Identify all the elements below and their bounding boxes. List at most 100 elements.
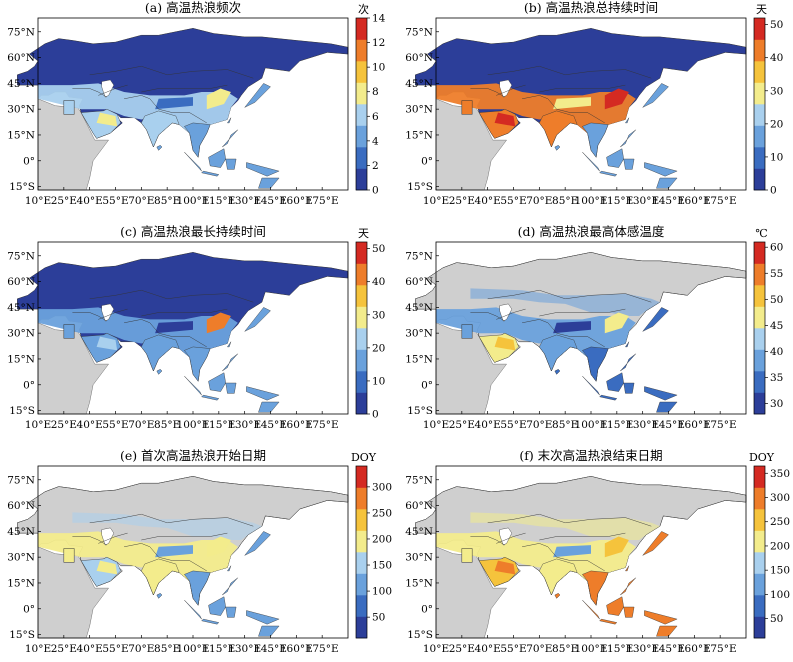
island-1 bbox=[201, 394, 220, 401]
island-3 bbox=[623, 606, 635, 618]
country-border-1 bbox=[141, 84, 228, 93]
east-china-core bbox=[604, 88, 629, 110]
island-3 bbox=[623, 382, 635, 394]
island-9 bbox=[554, 369, 561, 375]
lon-tick-label: 160°E bbox=[280, 643, 313, 655]
colorbar-frame bbox=[753, 241, 766, 415]
colorbar-segment bbox=[356, 552, 367, 574]
colorbar-segment bbox=[356, 147, 367, 169]
plateau-region bbox=[553, 97, 591, 110]
island-0 bbox=[184, 600, 202, 620]
plateau-region bbox=[553, 321, 591, 334]
colorbar-unit: DOY bbox=[749, 451, 775, 464]
colorbar-segment bbox=[356, 595, 367, 617]
southern-band bbox=[38, 307, 238, 358]
desert-interior bbox=[494, 336, 516, 351]
colorbar-segment bbox=[754, 82, 765, 105]
lon-tick-label: 100°E bbox=[575, 195, 608, 207]
east-china-core bbox=[604, 536, 629, 558]
colorbar-segment bbox=[754, 371, 765, 393]
lon-tick-label: 115°E bbox=[600, 643, 633, 655]
lon-tick-label: 25°E bbox=[449, 195, 475, 207]
lon-tick-label: 55°E bbox=[500, 419, 526, 431]
colorbar-tick-label: 10 bbox=[770, 151, 783, 163]
island-0 bbox=[184, 376, 202, 396]
panel-b: (b) 高温热浪总持续时间 75°N 60°N 45°N 30°N 15°N 0° 15°S 1… bbox=[405, 0, 783, 207]
lon-tick-label: 175°E bbox=[306, 195, 339, 207]
colorbar-segment bbox=[356, 306, 367, 329]
lon-tick-label: 100°E bbox=[177, 195, 210, 207]
india-region bbox=[539, 110, 578, 148]
colorbar-tick-label: 350 bbox=[770, 468, 790, 480]
island-5 bbox=[620, 353, 636, 372]
panel-title: (d) 高温热浪最高体感温度 bbox=[518, 224, 665, 239]
lon-tick-label: 10°E bbox=[25, 419, 51, 431]
island-6 bbox=[244, 83, 271, 108]
colorbar-tick-label: 12 bbox=[372, 37, 385, 49]
lon-tick-label: 160°E bbox=[280, 419, 313, 431]
colorbar-segment bbox=[754, 349, 765, 372]
colorbar-unit: DOY bbox=[351, 451, 377, 464]
lat-tick-label: 45°N bbox=[405, 78, 433, 90]
lat-tick-label: 15°S bbox=[9, 405, 35, 417]
island-4 bbox=[246, 162, 280, 177]
southeast-asia-region bbox=[582, 122, 609, 158]
lon-tick-label: 130°E bbox=[228, 195, 261, 207]
panel-title: (f) 末次高温热浪结束日期 bbox=[519, 448, 662, 463]
lat-tick-label: 60°N bbox=[7, 52, 35, 64]
colorbar-segment bbox=[754, 509, 765, 531]
country-border-3 bbox=[496, 532, 526, 544]
lon-tick-label: 115°E bbox=[202, 419, 235, 431]
country-border-4 bbox=[470, 88, 506, 98]
lat-tick-label: 15°N bbox=[405, 353, 433, 365]
colorbar-segment bbox=[754, 306, 765, 329]
east-china-core bbox=[206, 312, 231, 334]
lon-tick-label: 175°E bbox=[704, 195, 737, 207]
colorbar-segment bbox=[754, 61, 765, 83]
lat-tick-label: 15°S bbox=[407, 181, 433, 193]
colorbar-segment bbox=[754, 392, 765, 415]
island-7 bbox=[227, 565, 232, 572]
island-0 bbox=[184, 152, 202, 172]
colorbar-tick-label: 30 bbox=[770, 85, 783, 97]
island-6 bbox=[244, 531, 271, 556]
lon-tick-label: 100°E bbox=[177, 419, 210, 431]
country-border-1 bbox=[539, 532, 626, 541]
lon-tick-label: 55°E bbox=[500, 195, 526, 207]
colorbar-tick-label: 100 bbox=[770, 589, 790, 601]
colorbar-tick-label: 35 bbox=[770, 372, 783, 384]
region-box bbox=[461, 324, 473, 339]
lat-tick-label: 75°N bbox=[405, 26, 433, 38]
lat-tick-label: 15°S bbox=[9, 181, 35, 193]
island-4 bbox=[246, 610, 280, 625]
lon-tick-label: 85°E bbox=[552, 419, 578, 431]
country-border-0 bbox=[487, 65, 652, 79]
region-box bbox=[461, 548, 473, 563]
island-1 bbox=[599, 618, 618, 625]
panel-d: (d) 高温热浪最高体感温度 75°N 60°N 45°N 30°N 15°N 0° 15°S… bbox=[405, 224, 783, 431]
colorbar-tick-label: 50 bbox=[770, 19, 783, 31]
lon-tick-label: 145°E bbox=[254, 643, 287, 655]
colorbar-tick-label: 250 bbox=[770, 516, 790, 528]
island-4 bbox=[644, 386, 678, 401]
lat-tick-label: 15°N bbox=[405, 577, 433, 589]
colorbar-segment bbox=[754, 573, 765, 596]
country-border-3 bbox=[98, 532, 128, 544]
lon-tick-label: 130°E bbox=[626, 643, 659, 655]
sparse-north-data bbox=[470, 288, 660, 316]
colorbar-segment bbox=[356, 487, 367, 510]
lon-tick-label: 85°E bbox=[154, 643, 180, 655]
island-5 bbox=[222, 577, 238, 596]
island-6 bbox=[642, 83, 669, 108]
island-5 bbox=[222, 353, 238, 372]
colorbar-segment bbox=[356, 82, 367, 105]
plateau-region bbox=[155, 545, 193, 558]
colorbar-tick-label: 250 bbox=[372, 507, 392, 519]
lat-tick-label: 60°N bbox=[405, 52, 433, 64]
colorbar-tick-label: 150 bbox=[372, 560, 392, 572]
region-box bbox=[63, 548, 75, 563]
lon-tick-label: 100°E bbox=[575, 419, 608, 431]
colorbar-segment bbox=[754, 530, 765, 553]
panel-title: (b) 高温热浪总持续时间 bbox=[524, 0, 658, 15]
desert-interior bbox=[494, 560, 516, 575]
